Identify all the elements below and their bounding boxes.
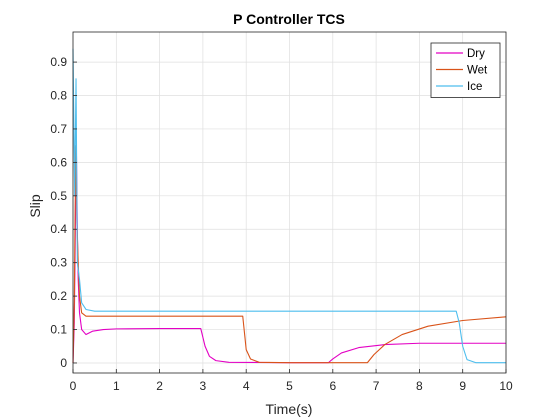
x-tick-label: 4: [243, 379, 250, 393]
legend-label-dry: Dry: [467, 48, 485, 60]
y-tick-label: 0.3: [50, 256, 67, 270]
x-axis-ticks: 0 1 2 3 4 5 6 7 8 9 10: [70, 369, 513, 393]
y-tick-label: 0.4: [50, 222, 67, 236]
y-tick-label: 0: [60, 356, 67, 370]
y-tick-label: 0.8: [50, 89, 67, 103]
legend-label-ice: Ice: [467, 81, 482, 93]
x-tick-label: 8: [416, 379, 423, 393]
series-layer: [72, 48, 507, 364]
x-tick-label: 10: [499, 379, 513, 393]
y-axis-ticks: 0 0.1 0.2 0.3 0.4 0.5 0.6 0.7 0.8 0.9: [50, 55, 77, 370]
y-axis-label: Slip: [27, 194, 43, 218]
x-tick-label: 9: [459, 379, 466, 393]
x-tick-label: 6: [329, 379, 336, 393]
x-tick-label: 7: [373, 379, 380, 393]
x-tick-label: 0: [70, 379, 77, 393]
legend: Dry Wet Ice: [430, 42, 501, 98]
x-tick-label: 5: [286, 379, 293, 393]
y-tick-label: 0.6: [50, 155, 67, 169]
y-tick-label: 0.2: [50, 289, 67, 303]
x-tick-label: 1: [113, 379, 120, 393]
x-tick-label: 3: [200, 379, 207, 393]
chart-title: P Controller TCS: [233, 11, 345, 27]
x-axis-label: Time(s): [266, 401, 313, 417]
legend-box: [430, 42, 501, 98]
y-tick-label: 0.7: [50, 122, 67, 136]
series-line-ice: [72, 48, 506, 364]
x-tick-label: 2: [156, 379, 163, 393]
y-tick-label: 0.9: [50, 55, 67, 69]
y-tick-label: 0.5: [50, 189, 67, 203]
y-tick-label: 0.1: [50, 323, 67, 337]
legend-label-wet: Wet: [467, 65, 488, 77]
